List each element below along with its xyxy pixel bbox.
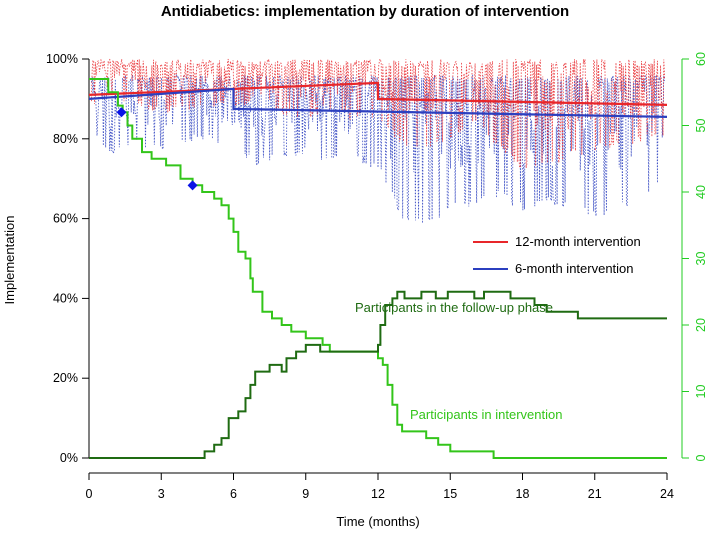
y-tick-label: 60%	[53, 212, 78, 226]
y-axis-label: Implementation	[2, 216, 17, 305]
right-tick-label: 30	[694, 252, 708, 266]
axes: 0% 20% 40% 60% 80% 100% 0 3 6 9 12 15 18 21 24 0 10 20 30 4…	[46, 52, 708, 501]
right-tick-label: 50	[694, 119, 708, 133]
x-tick-label: 12	[371, 487, 385, 501]
diamond-marker	[116, 107, 127, 118]
legend-label-12-month: 12-month intervention	[515, 234, 641, 249]
x-tick-label: 21	[588, 487, 602, 501]
right-tick-label: 10	[694, 385, 708, 399]
x-tick-label: 6	[230, 487, 237, 501]
x-axis-label: Time (months)	[336, 514, 419, 529]
y-tick-label: 80%	[53, 132, 78, 146]
right-tick-label: 40	[694, 185, 708, 199]
right-tick-label: 0	[694, 454, 708, 461]
y-tick-label: 40%	[53, 291, 78, 305]
series-layer	[88, 58, 668, 459]
x-tick-label: 9	[302, 487, 309, 501]
y-tick-label: 0%	[60, 451, 78, 465]
annotation-follow-up: Participants in the follow-up phase	[355, 300, 553, 315]
right-tick-label: 20	[694, 318, 708, 332]
legend: 12-month intervention 6-month interventi…	[473, 234, 641, 276]
legend-label-6-month: 6-month intervention	[515, 261, 634, 276]
x-tick-label: 0	[86, 487, 93, 501]
y-tick-label: 100%	[46, 52, 78, 66]
diamond-marker	[187, 180, 198, 191]
chart-title: Antidiabetics: implementation by duratio…	[161, 3, 569, 20]
x-tick-label: 24	[660, 487, 674, 501]
trend-line	[88, 87, 668, 118]
right-tick-label: 60	[694, 52, 708, 66]
annotation-intervention: Participants in intervention	[410, 407, 562, 422]
participants-step-line	[89, 290, 667, 459]
x-tick-label: 15	[443, 487, 457, 501]
x-tick-label: 18	[516, 487, 530, 501]
participants-step-line	[89, 78, 667, 459]
x-tick-label: 3	[158, 487, 165, 501]
y-tick-label: 20%	[53, 371, 78, 385]
